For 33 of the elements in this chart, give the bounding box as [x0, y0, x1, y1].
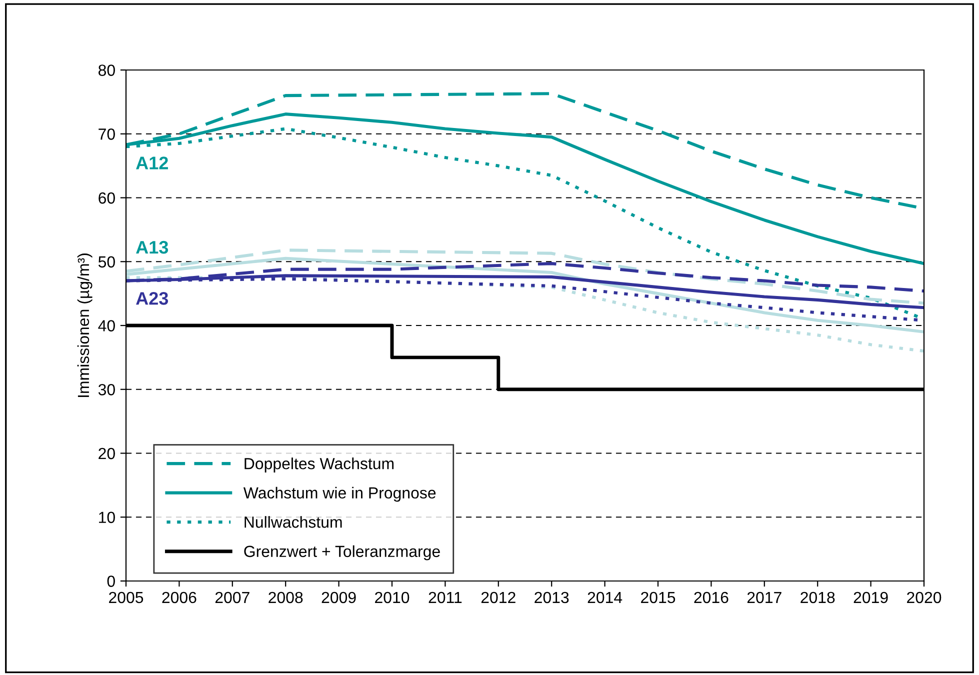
x-tick-label: 2006 [162, 592, 196, 604]
x-tick-label: 2017 [747, 592, 782, 604]
x-tick-label: 2011 [428, 592, 462, 604]
legend-label: Nullwachstum [244, 516, 342, 528]
x-tick-label: 2020 [907, 592, 942, 604]
legend-label: Doppeltes Wachstum [244, 458, 394, 472]
annotation: A12 [136, 156, 168, 170]
x-tick-label: 2009 [322, 592, 356, 604]
x-tick-label: 2008 [268, 592, 303, 604]
annotation: A23 [136, 292, 168, 305]
x-tick-label: 2015 [641, 592, 676, 604]
x-tick-label: 2019 [854, 592, 888, 604]
x-tick-label: 2012 [481, 592, 516, 604]
legend-label: Grenzwert + Toleranzmarge [244, 545, 440, 560]
x-tick-label: 2016 [694, 592, 728, 604]
y-tick-label: 60 [98, 192, 115, 204]
x-tick-label: 2005 [109, 592, 144, 604]
annotation: A13 [136, 240, 168, 254]
y-tick-label: 0 [107, 576, 115, 587]
legend-label: Wachstum wie in Prognose [243, 486, 436, 502]
y-tick-label: 50 [98, 256, 115, 268]
y-tick-label: 20 [98, 448, 115, 460]
x-tick-label: 2014 [588, 592, 622, 604]
y-tick-label: 30 [98, 384, 115, 396]
x-tick-label: 2010 [375, 592, 410, 604]
y-axis-title: Immissionen (µg/m³) [77, 254, 92, 397]
x-tick-label: 2007 [215, 592, 250, 604]
x-tick-label: 2018 [800, 592, 835, 604]
y-tick-label: 10 [99, 512, 115, 524]
y-tick-label: 40 [98, 320, 115, 332]
y-tick-label: 70 [98, 128, 115, 140]
y-tick-label: 80 [98, 64, 115, 76]
x-tick-label: 2013 [534, 592, 569, 604]
